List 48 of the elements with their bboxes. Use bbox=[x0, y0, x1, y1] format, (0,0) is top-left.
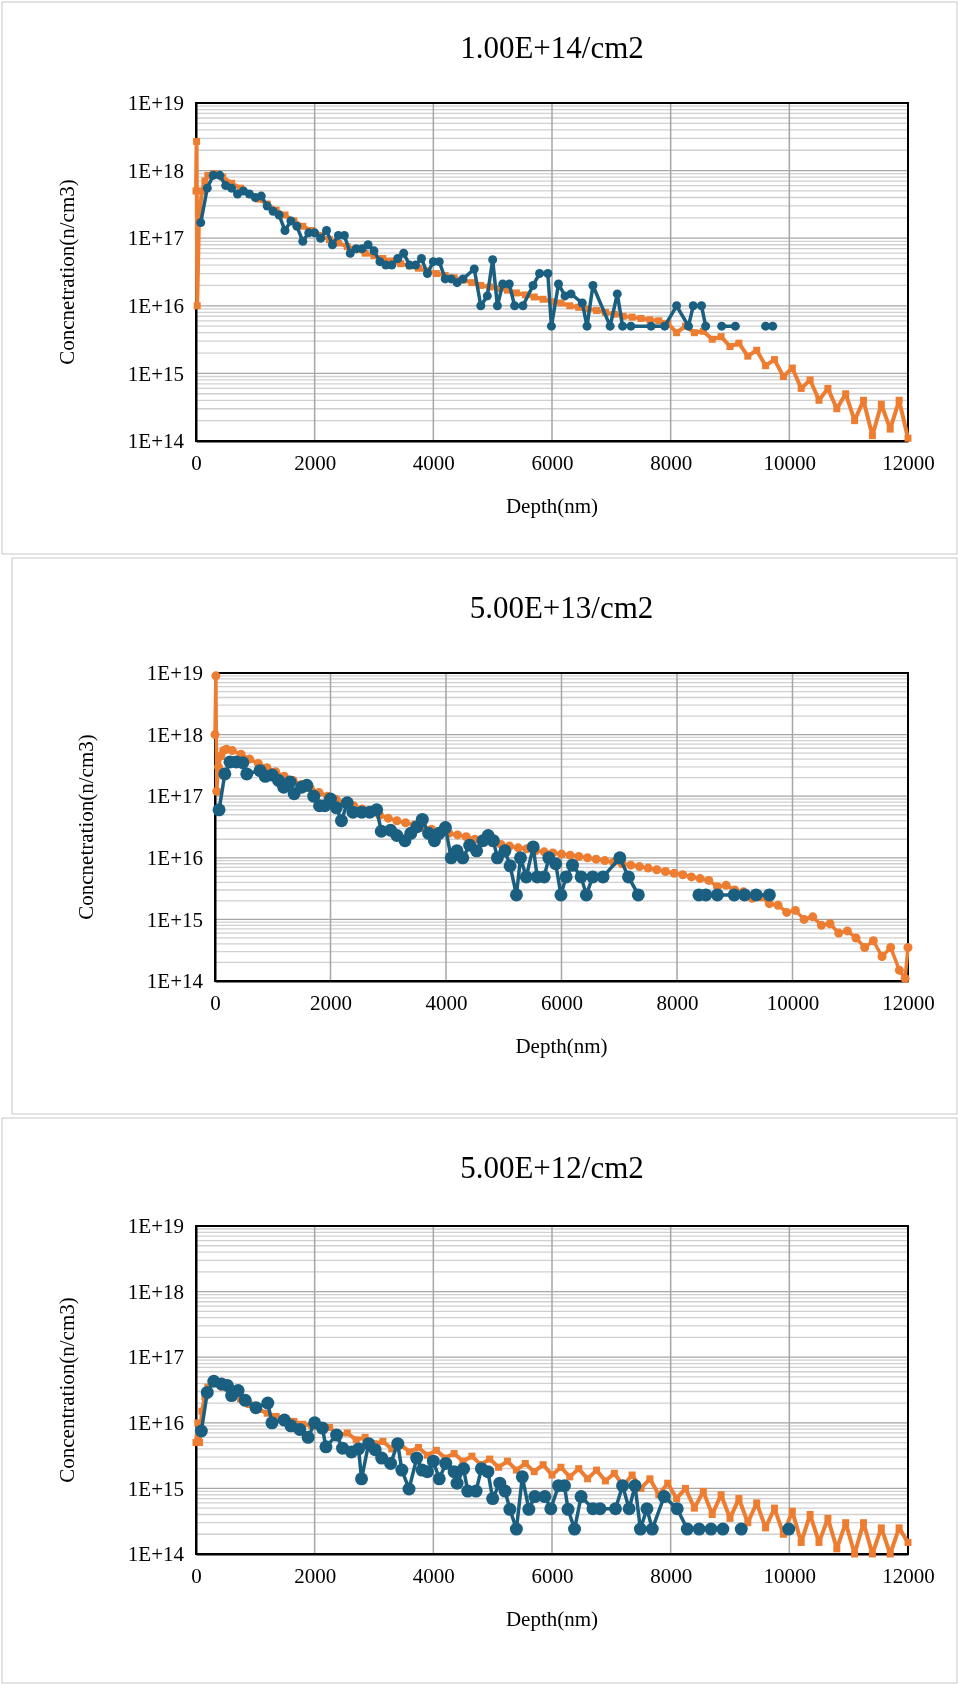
x-axis-title: Depth(nm) bbox=[505, 1607, 599, 1631]
chart-title: 5.00E+12/cm2 bbox=[460, 1150, 644, 1185]
x-tick-label: 8000 bbox=[650, 1563, 693, 1588]
y-tick-label: 1E+19 bbox=[146, 661, 203, 686]
x-tick-label: 4000 bbox=[412, 450, 455, 475]
y-tick-label: 1E+19 bbox=[127, 1214, 184, 1239]
y-tick-label: 1E+18 bbox=[146, 722, 203, 747]
x-tick-label: 10000 bbox=[763, 1563, 817, 1588]
x-tick-label: 4000 bbox=[412, 1563, 455, 1588]
y-tick-label: 1E+16 bbox=[146, 846, 203, 871]
x-tick-label: 10000 bbox=[763, 450, 817, 475]
x-tick-label: 6000 bbox=[531, 450, 574, 475]
y-tick-label: 1E+17 bbox=[146, 784, 203, 809]
x-tick-label: 12000 bbox=[882, 990, 935, 1015]
y-axis-title: Concentration(n/cm3) bbox=[55, 1297, 79, 1483]
y-tick-label: 1E+14 bbox=[127, 1542, 185, 1567]
x-tick-label: 12000 bbox=[882, 1563, 935, 1588]
x-tick-label: 10000 bbox=[766, 990, 820, 1015]
y-tick-label: 1E+17 bbox=[127, 1345, 184, 1370]
x-axis-title: Depth(nm) bbox=[515, 1034, 608, 1058]
y-tick-label: 1E+19 bbox=[127, 91, 184, 116]
x-tick-label: 8000 bbox=[650, 450, 693, 475]
y-tick-label: 1E+14 bbox=[127, 429, 185, 454]
x-tick-label: 8000 bbox=[656, 990, 699, 1015]
x-tick-label: 6000 bbox=[541, 990, 583, 1015]
chart-title: 5.00E+13/cm2 bbox=[469, 590, 654, 625]
y-tick-label: 1E+15 bbox=[146, 907, 203, 932]
chart-title: 1.00E+14/cm2 bbox=[460, 30, 644, 65]
y-tick-label: 1E+16 bbox=[127, 294, 184, 319]
x-tick-label: 2000 bbox=[294, 450, 337, 475]
x-tick-label: 0 bbox=[210, 990, 221, 1015]
x-tick-label: 6000 bbox=[531, 1563, 574, 1588]
y-axis-title: Concnetration(n/cm3) bbox=[55, 179, 79, 365]
x-tick-label: 4000 bbox=[425, 990, 468, 1015]
y-tick-label: 1E+16 bbox=[127, 1411, 184, 1436]
y-tick-label: 1E+15 bbox=[127, 1476, 184, 1501]
x-tick-label: 0 bbox=[191, 450, 202, 475]
y-tick-label: 1E+15 bbox=[127, 361, 184, 386]
y-tick-label: 1E+18 bbox=[127, 158, 184, 183]
y-tick-label: 1E+18 bbox=[127, 1279, 184, 1304]
x-tick-label: 2000 bbox=[294, 1563, 337, 1588]
x-axis-title: Depth(nm) bbox=[505, 494, 599, 518]
y-tick-label: 1E+17 bbox=[127, 226, 184, 251]
y-tick-label: 1E+14 bbox=[146, 969, 204, 994]
x-tick-label: 12000 bbox=[882, 450, 935, 475]
x-tick-label: 0 bbox=[191, 1563, 202, 1588]
y-axis-title: Concnetration(n/cm3) bbox=[74, 734, 98, 920]
x-tick-label: 2000 bbox=[310, 990, 352, 1015]
